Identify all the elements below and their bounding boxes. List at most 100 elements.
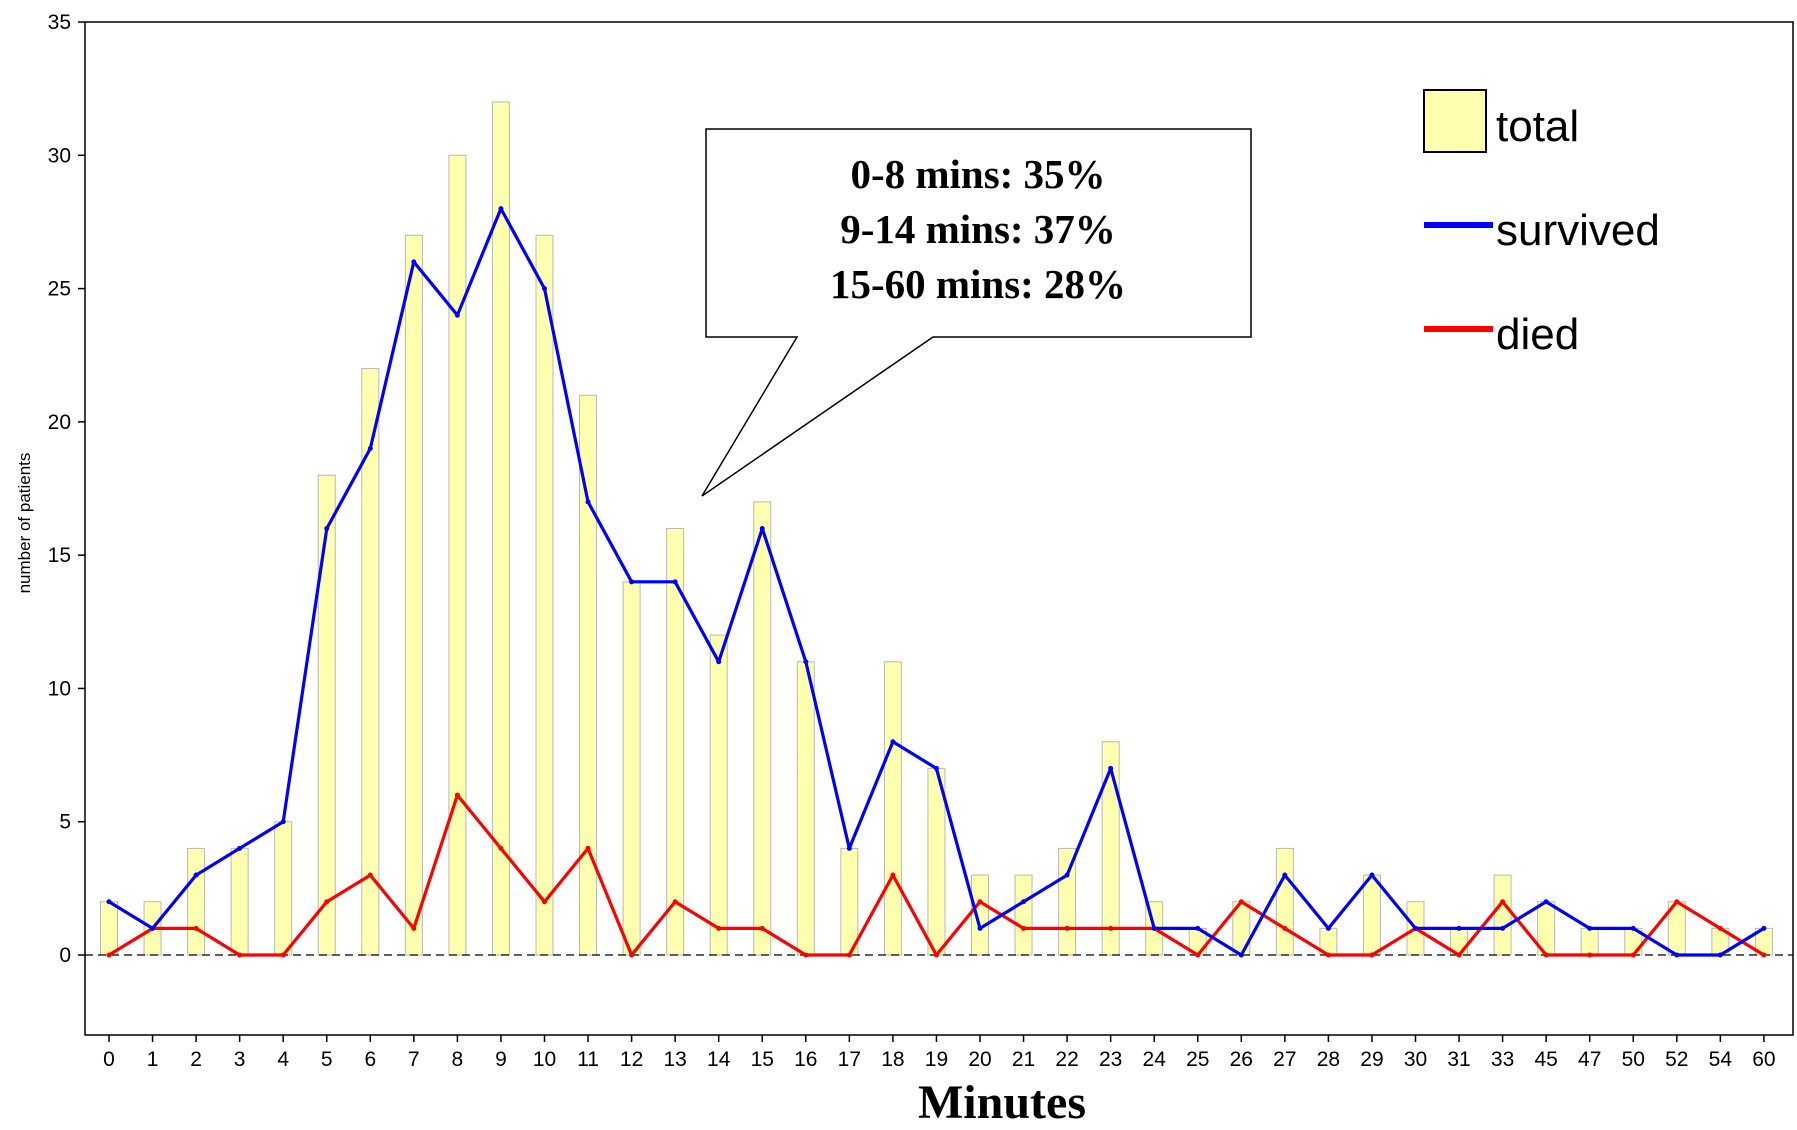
x-tick-label: 9 [495, 1048, 507, 1071]
bar-total [709, 634, 728, 956]
point-died [585, 845, 591, 851]
point-survived [411, 259, 417, 265]
bar-total [840, 847, 859, 956]
bar-total [883, 661, 902, 956]
point-died [1108, 925, 1114, 931]
point-survived [1369, 872, 1375, 878]
bar-total [448, 154, 467, 956]
legend-label-survived: survived [1496, 206, 1660, 255]
bar-total [579, 394, 598, 956]
point-died [977, 899, 983, 905]
bar-total [796, 661, 815, 956]
x-tick-label: 4 [277, 1048, 289, 1071]
x-tick-label: 54 [1709, 1048, 1733, 1071]
callout-line-1: 0-8 mins: 35% [850, 151, 1105, 197]
point-died [1674, 899, 1680, 905]
y-tick-label: 25 [48, 278, 71, 301]
x-tick-label: 10 [533, 1048, 556, 1071]
callout-line-3: 15-60 mins: 28% [830, 261, 1126, 307]
annotation-callout: 0-8 mins: 35% 9-14 mins: 37% 15-60 mins:… [701, 128, 1252, 497]
bar-total [1362, 874, 1381, 956]
point-died [629, 952, 635, 958]
point-died [1456, 952, 1462, 958]
x-tick-label: 12 [620, 1048, 643, 1071]
x-tick-label: 7 [408, 1048, 420, 1071]
x-tick-label: 6 [364, 1048, 376, 1071]
point-survived [106, 899, 112, 905]
point-survived [716, 659, 722, 665]
point-died [846, 952, 852, 958]
point-survived [1500, 925, 1506, 931]
point-died [193, 925, 199, 931]
x-tick-label: 16 [794, 1048, 817, 1071]
point-died [1021, 925, 1027, 931]
x-tick-label: 30 [1404, 1048, 1427, 1071]
bar-total [230, 847, 249, 956]
y-axis-label: number of patients [15, 453, 34, 594]
point-died [1238, 899, 1244, 905]
x-tick-label: 45 [1534, 1048, 1557, 1071]
legend-swatch-total [1423, 89, 1487, 153]
y-tick-label: 15 [48, 544, 71, 567]
point-died [542, 899, 547, 905]
point-died [1761, 952, 1767, 958]
point-survived [150, 925, 156, 931]
point-died [1500, 899, 1506, 905]
bar-total [491, 101, 510, 956]
bar-total [535, 234, 554, 956]
point-survived [324, 526, 330, 531]
x-axis-label: Minutes [918, 1076, 1086, 1129]
y-tick-label: 35 [48, 11, 71, 34]
point-died [454, 792, 460, 798]
bar-total [1275, 847, 1294, 956]
point-died [1630, 952, 1636, 958]
x-tick-label: 0 [103, 1048, 115, 1071]
x-tick-label: 20 [968, 1048, 991, 1071]
x-tick-label: 60 [1752, 1048, 1775, 1071]
point-survived [1717, 952, 1723, 958]
plot-frame [84, 21, 1794, 1036]
point-survived [193, 872, 199, 878]
point-survived [1108, 765, 1114, 771]
lines-layer [106, 206, 1767, 958]
y-tick-label: 5 [59, 811, 71, 834]
point-survived [759, 526, 765, 531]
point-survived [1761, 925, 1767, 931]
x-tick-label: 17 [838, 1048, 861, 1071]
point-died [237, 952, 243, 958]
point-died [1717, 925, 1723, 931]
point-died [1587, 952, 1593, 958]
bar-total [404, 234, 423, 956]
bar-total [1101, 741, 1120, 956]
x-tick-label: 25 [1186, 1048, 1209, 1071]
x-tick-label: 3 [234, 1048, 246, 1071]
x-tick-label: 28 [1317, 1048, 1340, 1071]
point-survived [1325, 925, 1331, 931]
point-survived [1456, 925, 1462, 931]
point-survived [498, 206, 504, 212]
point-survived [846, 845, 852, 851]
x-tick-label: 19 [925, 1048, 948, 1071]
bar-total [753, 501, 772, 956]
x-tick-label: 21 [1012, 1048, 1035, 1071]
x-tick-label: 29 [1360, 1048, 1383, 1071]
x-tick-label: 11 [577, 1048, 599, 1071]
y-tick-label: 0 [59, 944, 71, 967]
bar-total [100, 901, 118, 956]
point-died [498, 845, 504, 851]
point-survived [1543, 899, 1549, 905]
point-survived [629, 579, 635, 585]
point-survived [1195, 925, 1201, 931]
point-died [1282, 925, 1288, 931]
point-died [759, 925, 765, 931]
x-tick-label: 24 [1143, 1048, 1167, 1071]
point-died [933, 952, 939, 958]
x-tick-label: 26 [1230, 1048, 1253, 1071]
x-tick-label: 14 [707, 1048, 731, 1071]
bar-total [1580, 927, 1599, 956]
bar-total [622, 581, 641, 956]
legend: total survived died [1423, 89, 1660, 359]
bar-total [361, 368, 380, 956]
